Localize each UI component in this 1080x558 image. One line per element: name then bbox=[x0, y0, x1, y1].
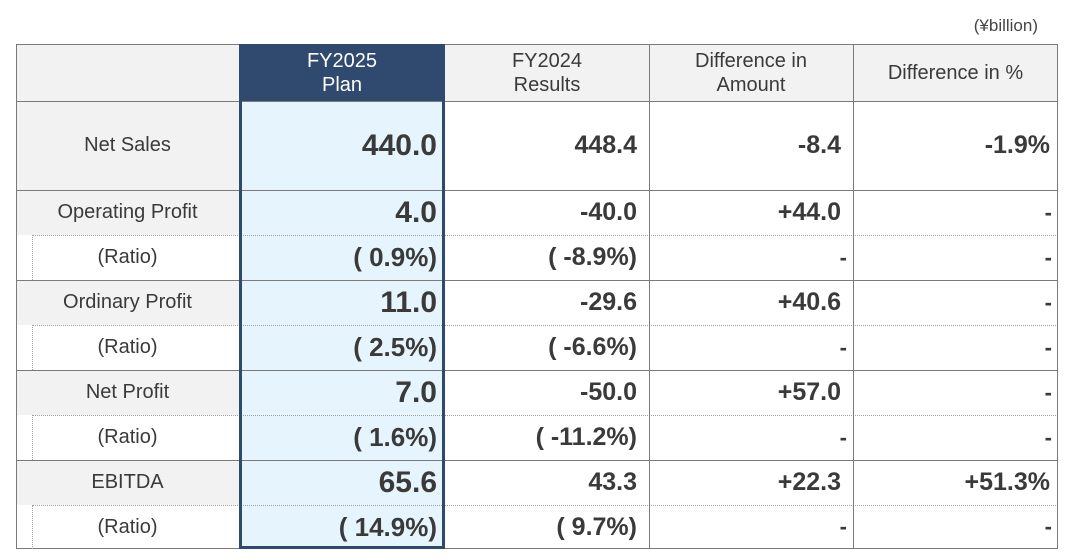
table-border-left bbox=[16, 44, 17, 549]
ordinary-profit-diff-pct: - bbox=[1044, 289, 1052, 315]
ordinary-ratio-plan: ( 2.5%) bbox=[239, 325, 445, 370]
row-label-ordinary-profit: Ordinary Profit bbox=[16, 280, 239, 325]
operating-ratio-diff-pct: - bbox=[1044, 244, 1052, 270]
row-divider-dotted bbox=[32, 325, 1058, 326]
ordinary-profit-diff-amount: +40.6 bbox=[777, 288, 841, 316]
net-sales-diff-amount: -8.4 bbox=[797, 131, 841, 159]
row-divider bbox=[16, 370, 1058, 371]
row-label-operating-profit: Operating Profit bbox=[16, 190, 239, 235]
ordinary-profit-results: -29.6 bbox=[580, 288, 637, 316]
ebitda-diff-amount: +22.3 bbox=[777, 468, 841, 496]
row-label-net-sales: Net Sales bbox=[16, 101, 239, 190]
operating-profit-results: -40.0 bbox=[580, 198, 637, 226]
unit-label: (¥billion) bbox=[973, 16, 1038, 35]
row-divider-dotted bbox=[32, 415, 1058, 416]
net-ratio-diff-pct: - bbox=[1044, 424, 1052, 450]
operating-profit-diff-pct: - bbox=[1044, 199, 1052, 225]
financial-table: FY2025 Plan FY2024 Results Difference in… bbox=[16, 44, 1058, 549]
ebitda-ratio-diff-pct: - bbox=[1044, 514, 1052, 539]
net-sales-diff-pct: -1.9% bbox=[984, 131, 1050, 159]
net-ratio-plan: ( 1.6%) bbox=[239, 415, 445, 460]
net-profit-diff-amount: +57.0 bbox=[777, 378, 841, 406]
row-label-net-profit: Net Profit bbox=[16, 370, 239, 415]
ratio-indent-line bbox=[32, 415, 33, 460]
row-label-ebitda: EBITDA bbox=[16, 460, 239, 505]
operating-ratio-plan: ( 0.9%) bbox=[239, 235, 445, 280]
row-divider bbox=[16, 280, 1058, 281]
header-results-line1: FY2024 bbox=[511, 49, 583, 72]
net-profit-plan: 7.0 bbox=[239, 370, 445, 415]
header-diff-amount-line2: Amount bbox=[716, 73, 786, 96]
ebitda-ratio-diff-amount: - bbox=[839, 514, 847, 539]
header-label-blank bbox=[16, 44, 239, 101]
net-sales-plan: 440.0 bbox=[239, 101, 445, 190]
row-divider-dotted bbox=[32, 505, 1058, 506]
header-difference-amount: Difference in Amount bbox=[649, 44, 853, 101]
ratio-indent-line bbox=[32, 505, 33, 549]
ratio-indent-line bbox=[32, 325, 33, 370]
ebitda-ratio-plan: ( 14.9%) bbox=[239, 505, 445, 549]
table-border-bottom bbox=[16, 548, 1058, 549]
col-divider bbox=[649, 44, 650, 549]
net-sales-results: 448.4 bbox=[574, 131, 637, 159]
col-divider bbox=[853, 44, 854, 549]
ebitda-plan: 65.6 bbox=[239, 460, 445, 505]
operating-profit-plan: 4.0 bbox=[239, 190, 445, 235]
plan-column-highlight bbox=[239, 44, 445, 549]
net-ratio-diff-amount: - bbox=[839, 424, 847, 450]
header-difference-percent: Difference in % bbox=[853, 44, 1058, 101]
header-diff-pct-label: Difference in % bbox=[887, 61, 1024, 84]
operating-ratio-diff-amount: - bbox=[839, 244, 847, 270]
header-results-line2: Results bbox=[513, 73, 581, 96]
row-divider bbox=[16, 101, 1058, 102]
table-border-right bbox=[1057, 44, 1058, 549]
row-divider bbox=[16, 190, 1058, 191]
row-label-ebitda-ratio: (Ratio) bbox=[16, 505, 239, 549]
ordinary-ratio-results: ( -6.6%) bbox=[548, 333, 637, 361]
net-profit-results: -50.0 bbox=[580, 378, 637, 406]
ebitda-ratio-results: ( 9.7%) bbox=[556, 512, 637, 541]
header-fy2025-plan: FY2025 Plan bbox=[239, 44, 445, 101]
ebitda-results: 43.3 bbox=[588, 468, 637, 496]
operating-profit-diff-amount: +44.0 bbox=[777, 198, 841, 226]
operating-ratio-results: ( -8.9%) bbox=[548, 243, 637, 271]
ordinary-profit-plan: 11.0 bbox=[239, 280, 445, 325]
row-divider-dotted bbox=[32, 235, 1058, 236]
header-diff-amount-line1: Difference in bbox=[695, 49, 807, 72]
header-plan-line1: FY2025 bbox=[306, 49, 378, 72]
row-label-operating-ratio: (Ratio) bbox=[16, 235, 239, 280]
net-profit-diff-pct: - bbox=[1044, 379, 1052, 405]
header-fy2024-results: FY2024 Results bbox=[445, 44, 649, 101]
header-plan-line2: Plan bbox=[321, 73, 363, 96]
row-label-net-ratio: (Ratio) bbox=[16, 415, 239, 460]
table-border-top bbox=[16, 44, 1058, 45]
ebitda-diff-pct: +51.3% bbox=[964, 468, 1051, 496]
ordinary-ratio-diff-amount: - bbox=[839, 334, 847, 360]
ordinary-ratio-diff-pct: - bbox=[1044, 334, 1052, 360]
row-divider bbox=[16, 460, 1058, 461]
row-label-ordinary-ratio: (Ratio) bbox=[16, 325, 239, 370]
net-ratio-results: ( -11.2%) bbox=[535, 423, 637, 451]
ratio-indent-line bbox=[32, 235, 33, 280]
